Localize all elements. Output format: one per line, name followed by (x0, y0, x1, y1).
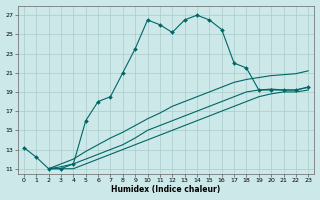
X-axis label: Humidex (Indice chaleur): Humidex (Indice chaleur) (111, 185, 221, 194)
